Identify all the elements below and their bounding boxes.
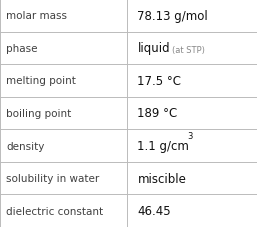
- Text: melting point: melting point: [6, 76, 76, 86]
- Text: solubility in water: solubility in water: [6, 173, 100, 183]
- Text: 189 °C: 189 °C: [137, 107, 178, 120]
- Text: 78.13 g/mol: 78.13 g/mol: [137, 10, 208, 23]
- Text: molar mass: molar mass: [6, 11, 67, 21]
- Text: density: density: [6, 141, 45, 151]
- Text: 46.45: 46.45: [137, 204, 171, 217]
- Text: (at STP): (at STP): [172, 46, 205, 55]
- Text: boiling point: boiling point: [6, 109, 72, 118]
- Text: 1.1 g/cm: 1.1 g/cm: [137, 139, 189, 152]
- Text: 3: 3: [188, 131, 193, 140]
- Text: 17.5 °C: 17.5 °C: [137, 75, 181, 88]
- Text: miscible: miscible: [137, 172, 186, 185]
- Text: liquid: liquid: [137, 42, 170, 55]
- Text: phase: phase: [6, 44, 38, 54]
- Text: dielectric constant: dielectric constant: [6, 206, 104, 216]
